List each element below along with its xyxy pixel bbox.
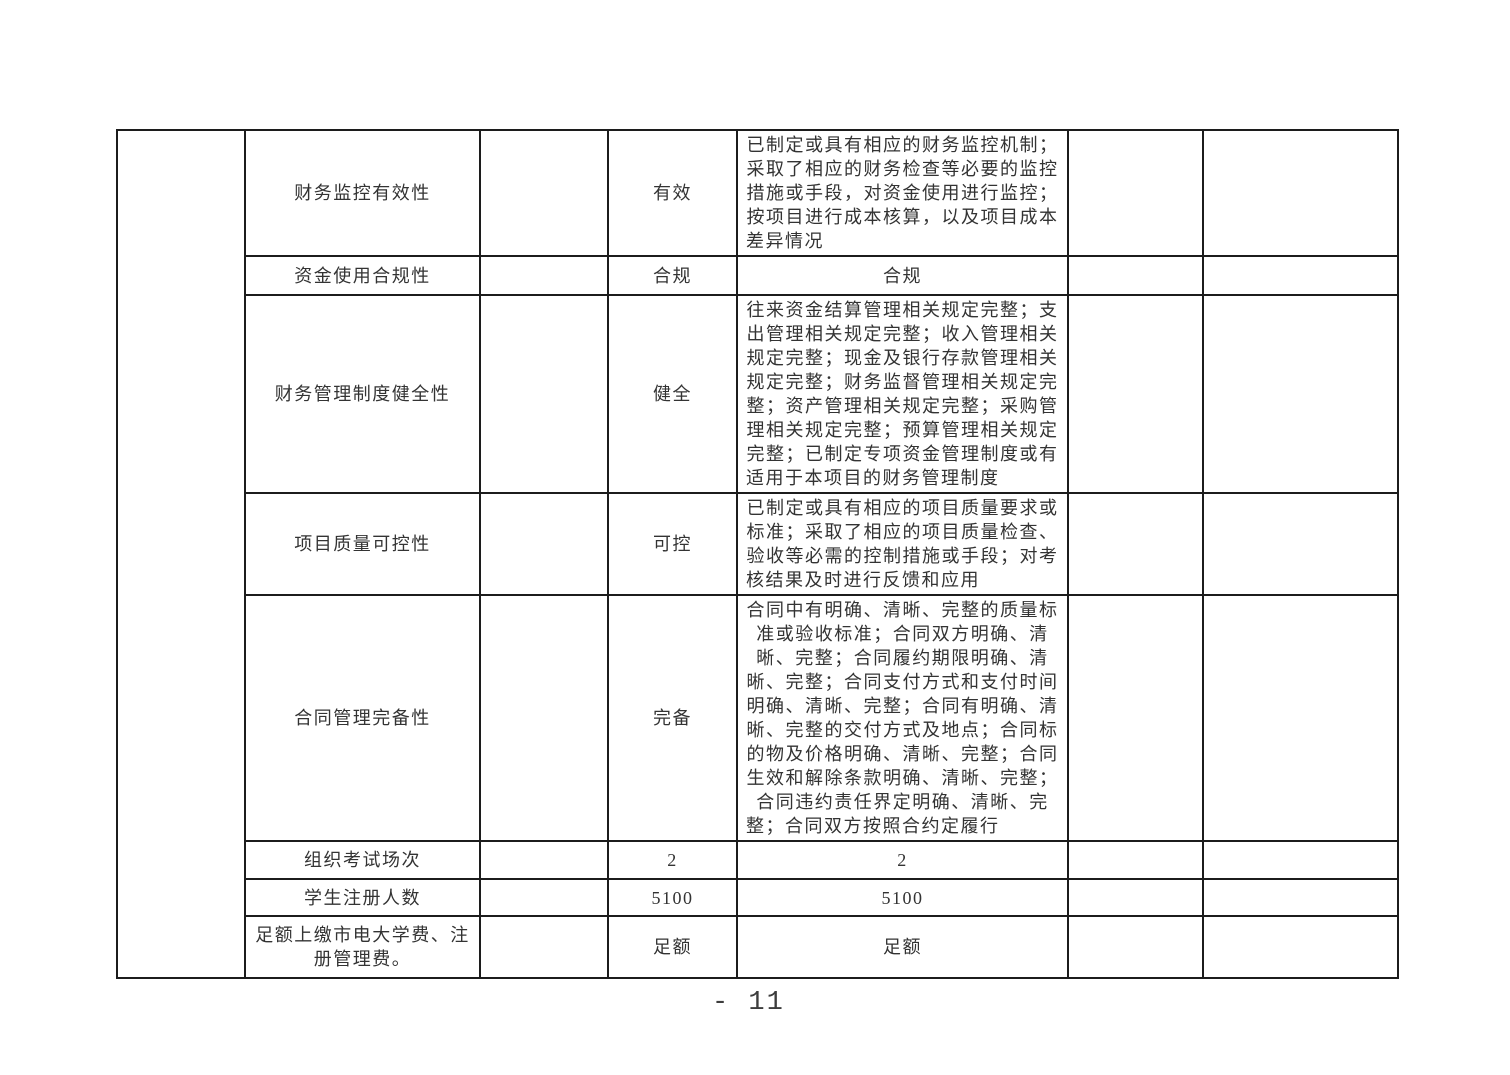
blank-cell-right-1: [1067, 255, 1204, 296]
table-row: 资金使用合规性 合规 合规: [117, 255, 1399, 296]
blank-cell-right-1: [1067, 129, 1204, 257]
blank-cell: [479, 294, 609, 494]
table-row: 财务监控有效性 有效 已制定或具有相应的财务监控机制；采取了相应的财务检查等必要…: [116, 129, 1399, 979]
table-row: 财务管理制度健全性 健全 往来资金结算管理相关规定完整；支出管理相关规定完整；收…: [117, 294, 1399, 494]
table-row: 合同管理完备性 完备 合同中有明确、清晰、完整的质量标准或验收标准；合同双方明确…: [117, 594, 1399, 842]
table-row: 组织考试场次 2 2: [117, 840, 1399, 880]
blank-cell: [479, 492, 609, 596]
table-row: 足额上缴市电大学费、注册管理费。 足额 足额: [117, 915, 1399, 979]
blank-cell: [479, 878, 609, 917]
indicator-name-cell: 财务监控有效性: [244, 129, 481, 257]
blank-cell-right-2: [1202, 840, 1399, 880]
blank-cell-right-1: [1067, 594, 1204, 842]
blank-cell-right-1: [1067, 915, 1204, 979]
blank-cell-right-2: [1202, 492, 1399, 596]
blank-cell: [479, 594, 609, 842]
result-value-cell: 5100: [607, 878, 738, 917]
blank-cell: [479, 840, 609, 880]
blank-cell-right-1: [1067, 840, 1204, 880]
blank-cell: [479, 255, 609, 296]
description-cell: 2: [736, 840, 1069, 880]
blank-cell-right-1: [1067, 878, 1204, 917]
blank-cell: [479, 915, 609, 979]
blank-cell: [479, 129, 609, 257]
indicator-name-cell: 学生注册人数: [244, 878, 481, 917]
description-cell: 5100: [736, 878, 1069, 917]
left-span-blank-cell: [116, 129, 246, 979]
performance-indicator-table: 财务监控有效性 有效 已制定或具有相应的财务监控机制；采取了相应的财务检查等必要…: [116, 129, 1399, 979]
blank-cell-right-1: [1067, 294, 1204, 494]
indicator-name-cell: 组织考试场次: [244, 840, 481, 880]
result-value-cell: 可控: [607, 492, 738, 596]
result-value-cell: 足额: [607, 915, 738, 979]
blank-cell-right-2: [1202, 594, 1399, 842]
result-value-cell: 合规: [607, 255, 738, 296]
indicator-name-cell: 合同管理完备性: [244, 594, 481, 842]
page-number: - 11: [712, 988, 785, 1018]
description-cell: 往来资金结算管理相关规定完整；支出管理相关规定完整；收入管理相关规定完整；现金及…: [736, 294, 1069, 494]
table-row: 项目质量可控性 可控 已制定或具有相应的项目质量要求或标准；采取了相应的项目质量…: [117, 492, 1399, 596]
result-value-cell: 健全: [607, 294, 738, 494]
blank-cell-right-2: [1202, 255, 1399, 296]
result-value-cell: 有效: [607, 129, 738, 257]
indicator-name-cell: 资金使用合规性: [244, 255, 481, 296]
description-cell: 合规: [736, 255, 1069, 296]
blank-cell-right-2: [1202, 915, 1399, 979]
description-cell: 已制定或具有相应的财务监控机制；采取了相应的财务检查等必要的监控措施或手段，对资…: [736, 129, 1069, 257]
indicator-name-cell: 项目质量可控性: [244, 492, 481, 596]
result-value-cell: 完备: [607, 594, 738, 842]
indicator-name-cell: 足额上缴市电大学费、注册管理费。: [244, 915, 481, 979]
description-cell: 合同中有明确、清晰、完整的质量标准或验收标准；合同双方明确、清晰、完整；合同履约…: [736, 594, 1069, 842]
table-row: 学生注册人数 5100 5100: [117, 878, 1399, 917]
blank-cell-right-1: [1067, 492, 1204, 596]
blank-cell-right-2: [1202, 294, 1399, 494]
description-cell: 已制定或具有相应的项目质量要求或标准；采取了相应的项目质量检查、验收等必需的控制…: [736, 492, 1069, 596]
blank-cell-right-2: [1202, 878, 1399, 917]
result-value-cell: 2: [607, 840, 738, 880]
description-cell: 足额: [736, 915, 1069, 979]
indicator-name-cell: 财务管理制度健全性: [244, 294, 481, 494]
blank-cell-right-2: [1202, 129, 1399, 257]
